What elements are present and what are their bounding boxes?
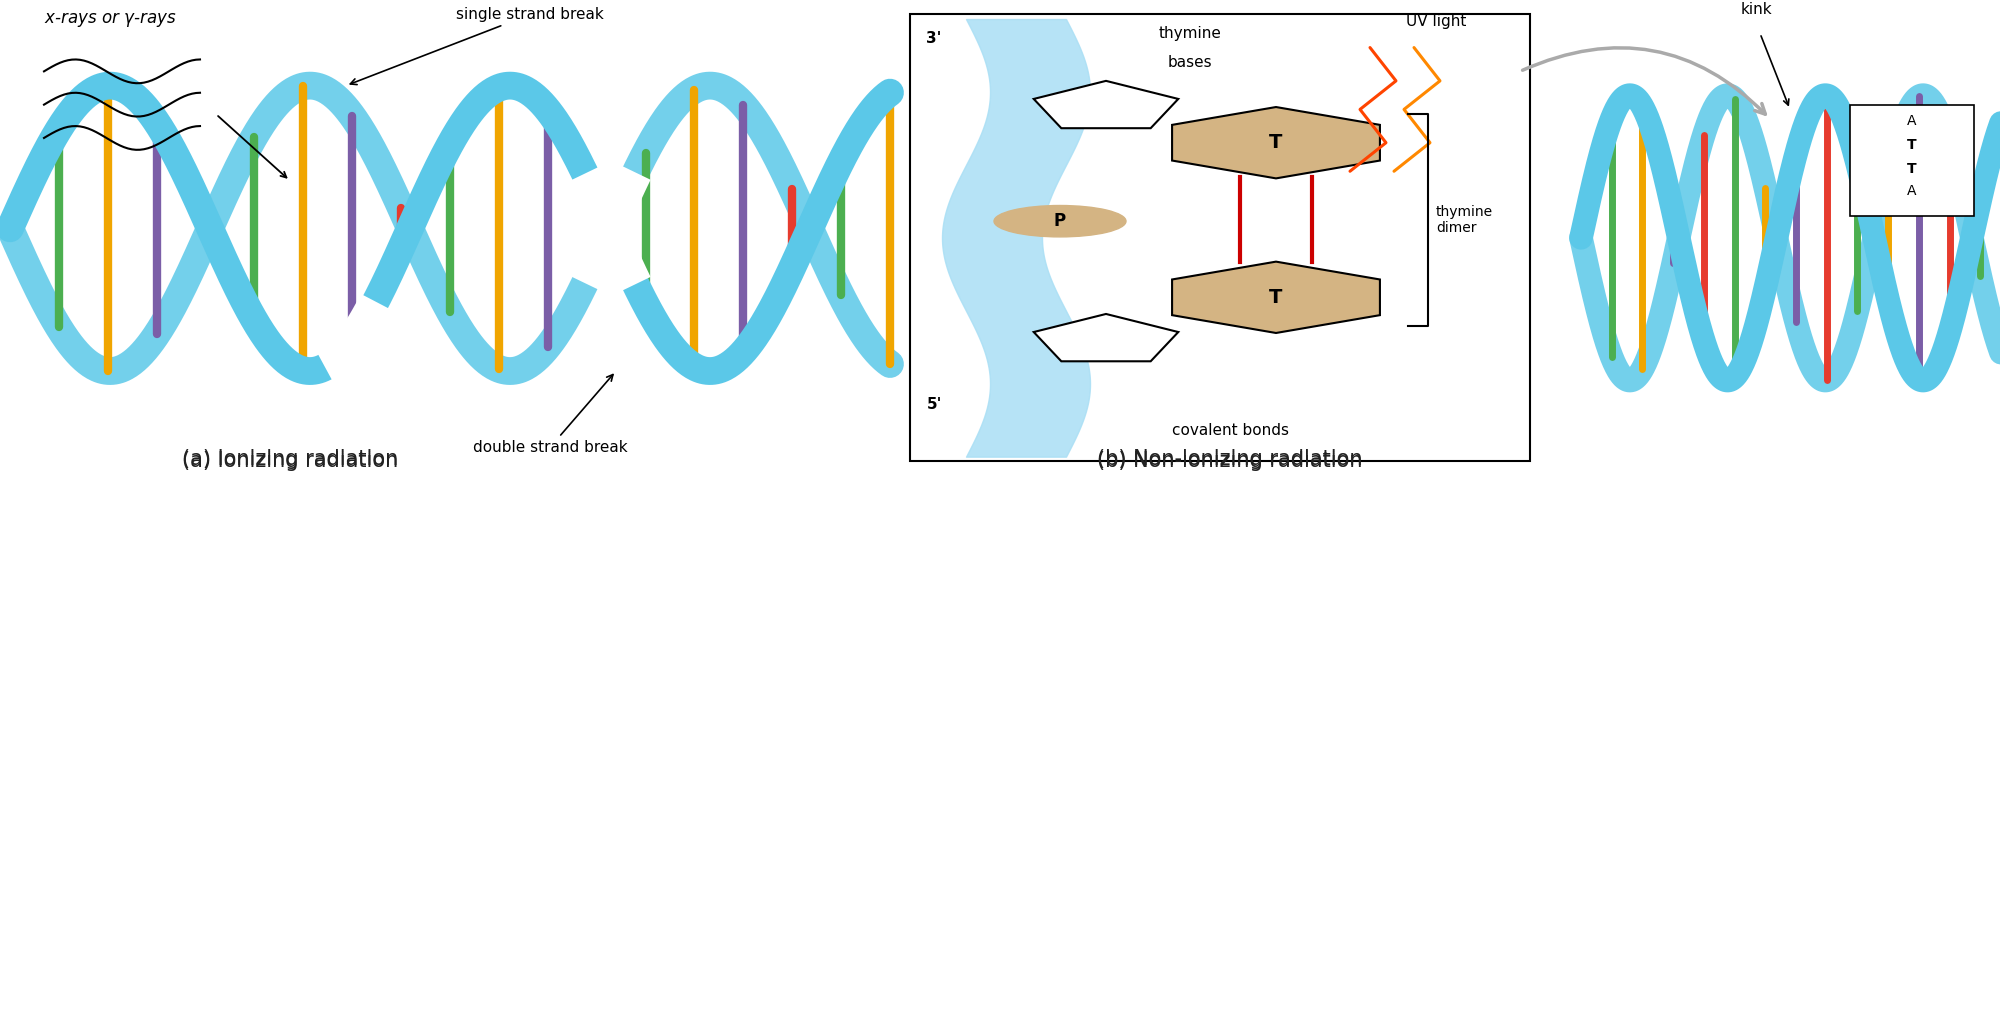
Text: O: O xyxy=(954,788,966,802)
Text: NH: NH xyxy=(970,696,990,709)
Text: (a) Ionizing radiation: (a) Ionizing radiation xyxy=(182,448,398,469)
Text: T: T xyxy=(1908,138,1916,152)
Text: O: O xyxy=(1694,788,1706,802)
Text: sugar: sugar xyxy=(522,845,558,857)
Text: N: N xyxy=(1254,795,1266,809)
Text: thymine: thymine xyxy=(1158,26,1222,41)
Text: UV light: UV light xyxy=(1406,14,1466,30)
Text: 5': 5' xyxy=(926,397,942,412)
Text: O: O xyxy=(1274,626,1286,640)
Text: O: O xyxy=(534,626,546,640)
Text: sugar: sugar xyxy=(1502,845,1538,857)
Text: A: A xyxy=(1908,115,1916,128)
FancyArrowPatch shape xyxy=(1522,48,1766,115)
Polygon shape xyxy=(1172,262,1380,333)
Text: bases: bases xyxy=(1168,54,1212,70)
Text: (b) Non-ionizing radiation: (b) Non-ionizing radiation xyxy=(1098,451,1362,471)
Text: T: T xyxy=(1908,162,1916,176)
Text: single strand break: single strand break xyxy=(350,7,604,85)
Text: A: A xyxy=(1908,184,1916,198)
Text: T: T xyxy=(1270,287,1282,307)
Text: (a) Ionizing radiation: (a) Ionizing radiation xyxy=(182,451,398,471)
Polygon shape xyxy=(1034,81,1178,128)
Text: O: O xyxy=(1094,788,1106,802)
Text: thymine
dimer: thymine dimer xyxy=(1436,205,1494,235)
Text: N: N xyxy=(1534,795,1546,809)
Text: sugar: sugar xyxy=(762,845,798,857)
Text: N: N xyxy=(514,795,526,809)
Text: HN: HN xyxy=(1090,696,1110,709)
Text: sugar: sugar xyxy=(1262,845,1298,857)
Text: covalent bonds: covalent bonds xyxy=(1172,424,1288,438)
Polygon shape xyxy=(1034,314,1178,361)
Text: kink: kink xyxy=(1740,2,1772,17)
Text: HN: HN xyxy=(350,696,370,709)
Text: (b) Non-ionizing radiation: (b) Non-ionizing radiation xyxy=(1098,448,1362,469)
Text: O: O xyxy=(354,788,366,802)
Text: NH: NH xyxy=(1710,696,1730,709)
Bar xyxy=(910,14,1530,461)
Text: $x$-rays or $\gamma$-rays: $x$-rays or $\gamma$-rays xyxy=(44,9,176,29)
Text: double strand break: double strand break xyxy=(472,374,628,455)
Circle shape xyxy=(994,206,1126,237)
Bar xyxy=(1850,104,1974,217)
Text: P: P xyxy=(1054,212,1066,230)
Text: 3': 3' xyxy=(926,31,942,46)
Text: O: O xyxy=(774,626,786,640)
Polygon shape xyxy=(1172,107,1380,178)
Text: T: T xyxy=(1270,133,1282,152)
Text: O: O xyxy=(1514,626,1526,640)
Text: N: N xyxy=(794,795,806,809)
